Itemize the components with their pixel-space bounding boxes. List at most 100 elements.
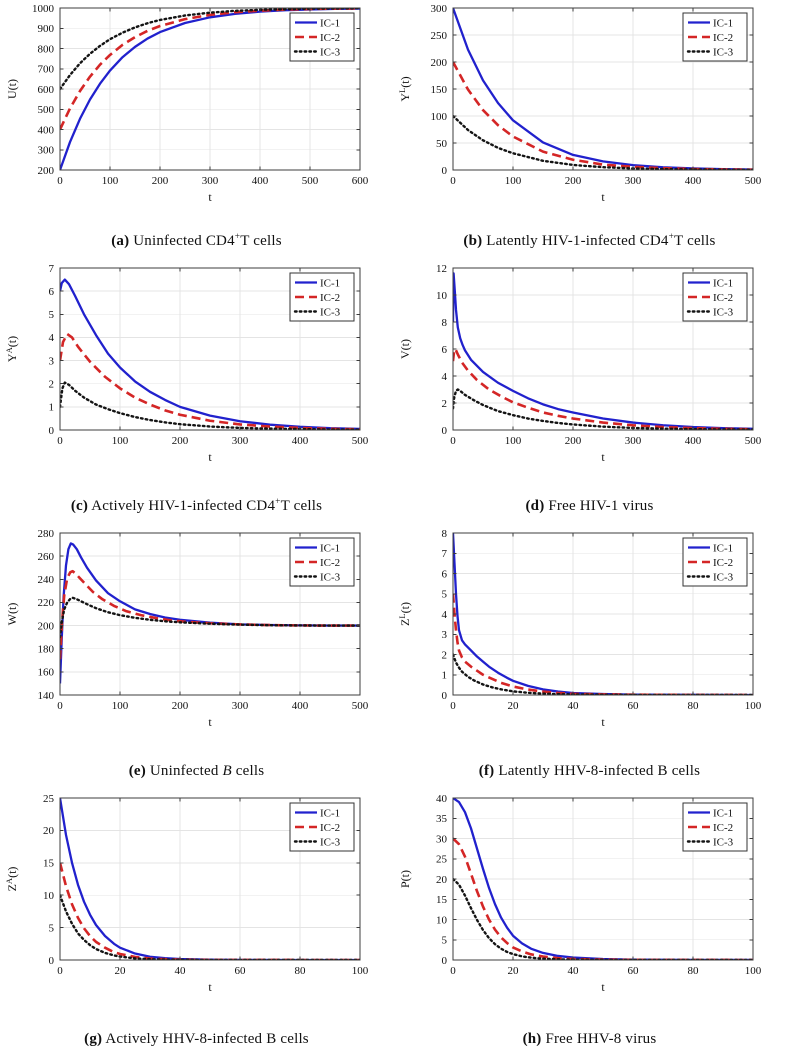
- svg-text:0: 0: [442, 425, 448, 437]
- svg-text:0: 0: [57, 435, 63, 447]
- svg-text:4: 4: [49, 332, 55, 344]
- svg-text:160: 160: [38, 667, 55, 679]
- svg-text:700: 700: [38, 64, 55, 76]
- figure-cell-b: 0 100 200 300 400 500 0 50 100 150 200 250 300 t YL(t)…: [393, 0, 786, 260]
- series-ic-3: [453, 388, 753, 430]
- series-group: [453, 272, 753, 430]
- svg-text:0: 0: [49, 955, 55, 967]
- svg-text:20: 20: [115, 965, 127, 977]
- svg-text:400: 400: [685, 435, 702, 447]
- svg-text:10: 10: [436, 290, 448, 302]
- svg-text:140: 140: [38, 690, 55, 702]
- legend-label-ic-2: IC-2: [320, 32, 340, 44]
- figure-cell-a: 0 100 200 300 400 500 600 200 300 400 500 600 700 800…: [0, 0, 393, 260]
- series-ic-3: [60, 596, 360, 639]
- svg-text:100: 100: [505, 435, 522, 447]
- svg-text:200: 200: [565, 175, 582, 187]
- svg-text:300: 300: [625, 435, 642, 447]
- series-group: [60, 8, 360, 170]
- svg-text:500: 500: [745, 175, 762, 187]
- svg-text:30: 30: [436, 833, 448, 845]
- svg-text:250: 250: [431, 30, 448, 42]
- svg-text:200: 200: [431, 57, 448, 69]
- legend-label-ic-1: IC-1: [713, 277, 733, 289]
- svg-text:0: 0: [442, 690, 448, 702]
- svg-text:0: 0: [442, 955, 448, 967]
- svg-text:6: 6: [442, 568, 448, 580]
- svg-text:0: 0: [57, 965, 63, 977]
- legend-label-ic-3: IC-3: [713, 306, 734, 318]
- svg-text:500: 500: [352, 435, 369, 447]
- figure-cell-h: 0 20 40 60 80 100 0 5 10 15 20 25 30 35 40 t P(t) IC-1 IC-…: [393, 790, 786, 1058]
- legend: IC-1 IC-2 IC-3: [682, 272, 748, 322]
- axes-box: [452, 267, 754, 431]
- svg-text:600: 600: [352, 175, 369, 187]
- caption-a: (a) Uninfected CD4+T cells: [111, 232, 282, 249]
- tick-labels: 0 100 200 300 400 500 600 200 300 400 500 600 700 800…: [32, 3, 369, 187]
- svg-text:25: 25: [43, 793, 55, 805]
- y-axis-label: P(t): [398, 870, 412, 888]
- axes-box: [59, 532, 361, 696]
- legend-label-ic-2: IC-2: [320, 292, 340, 304]
- legend: IC-1 IC-2 IC-3: [289, 537, 355, 587]
- svg-text:100: 100: [352, 965, 369, 977]
- svg-text:20: 20: [508, 965, 520, 977]
- svg-text:20: 20: [43, 825, 55, 837]
- tick-labels: 0 20 40 60 80 100 0 5 10 15 20 25 30 35 40: [436, 793, 762, 977]
- legend-label-ic-1: IC-1: [713, 807, 733, 819]
- svg-text:0: 0: [442, 165, 448, 177]
- series-group: [60, 542, 360, 684]
- svg-text:5: 5: [442, 935, 448, 947]
- svg-text:4: 4: [442, 609, 448, 621]
- svg-text:100: 100: [431, 111, 448, 123]
- caption-h: (h) Free HHV-8 virus: [522, 1031, 657, 1047]
- legend-label-ic-2: IC-2: [320, 822, 340, 834]
- figure-cell-e: 0 100 200 300 400 500 140 160 180 200 220 240 260 280…: [0, 525, 393, 790]
- chart-a: 0 100 200 300 400 500 600 200 300 400 500 600 700 800…: [5, 3, 369, 204]
- svg-text:500: 500: [38, 104, 55, 116]
- caption-label: (b): [463, 233, 483, 249]
- svg-text:5: 5: [49, 309, 55, 321]
- svg-text:600: 600: [38, 84, 55, 96]
- legend: IC-1 IC-2 IC-3: [682, 12, 748, 62]
- legend-label-ic-1: IC-1: [320, 17, 340, 29]
- legend-label-ic-3: IC-3: [320, 306, 341, 318]
- svg-text:100: 100: [745, 965, 762, 977]
- y-axis-label: V(t): [398, 339, 412, 359]
- svg-text:12: 12: [436, 263, 447, 275]
- svg-text:60: 60: [235, 965, 247, 977]
- legend-label-ic-2: IC-2: [320, 557, 340, 569]
- svg-text:80: 80: [688, 965, 700, 977]
- legend-label-ic-1: IC-1: [713, 542, 733, 554]
- svg-text:800: 800: [38, 43, 55, 55]
- x-axis-label: t: [601, 980, 605, 994]
- svg-text:8: 8: [442, 528, 448, 540]
- svg-text:300: 300: [202, 175, 219, 187]
- caption-label: (d): [525, 498, 545, 514]
- caption-label: (a): [111, 233, 130, 249]
- svg-text:240: 240: [38, 574, 55, 586]
- svg-text:200: 200: [38, 165, 55, 177]
- series-ic-3: [60, 381, 360, 430]
- legend-label-ic-1: IC-1: [713, 17, 733, 29]
- legend: IC-1 IC-2 IC-3: [682, 802, 748, 852]
- axes-box: [452, 532, 754, 696]
- svg-text:60: 60: [628, 700, 640, 712]
- y-axis-label: U(t): [5, 79, 19, 99]
- tick-labels: 0 20 40 60 80 100 0 1 2 3 4 5 6 7 8: [442, 528, 762, 712]
- y-axis-label: ZL(t): [397, 602, 412, 626]
- series-ic-2: [453, 593, 753, 695]
- series-ic-2: [60, 332, 360, 430]
- svg-text:220: 220: [38, 597, 55, 609]
- x-axis-label: t: [208, 715, 212, 729]
- svg-text:280: 280: [38, 528, 55, 540]
- legend-label-ic-2: IC-2: [713, 557, 733, 569]
- svg-text:900: 900: [38, 23, 55, 35]
- svg-text:500: 500: [745, 435, 762, 447]
- axes-box: [452, 797, 754, 961]
- svg-text:6: 6: [49, 286, 55, 298]
- svg-text:300: 300: [625, 175, 642, 187]
- x-axis-label: t: [601, 190, 605, 204]
- svg-text:1: 1: [442, 670, 448, 682]
- svg-text:300: 300: [431, 3, 448, 15]
